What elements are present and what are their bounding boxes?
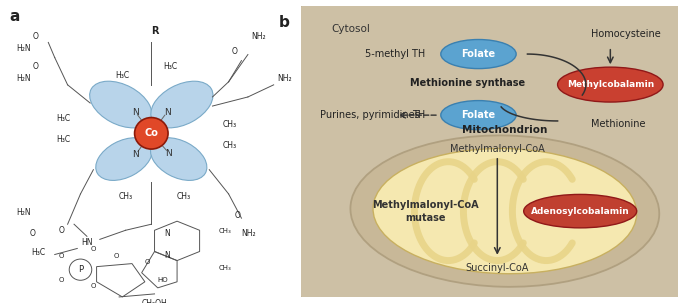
Text: N: N <box>164 108 171 117</box>
Text: O: O <box>113 252 119 258</box>
Text: Folate: Folate <box>462 110 495 120</box>
Text: N: N <box>164 229 171 238</box>
Text: H₂N: H₂N <box>16 44 31 53</box>
Text: CH₃: CH₃ <box>119 192 133 201</box>
Text: CH₃: CH₃ <box>219 228 232 234</box>
Text: N: N <box>166 148 173 158</box>
Text: N: N <box>132 108 139 117</box>
Text: P: P <box>78 265 83 274</box>
Text: H₃C: H₃C <box>32 248 46 257</box>
Ellipse shape <box>96 138 152 180</box>
Text: H₂N: H₂N <box>16 74 31 83</box>
Ellipse shape <box>151 81 213 128</box>
Text: Folate: Folate <box>462 49 495 59</box>
Text: H₃C: H₃C <box>115 71 129 80</box>
Ellipse shape <box>440 39 516 68</box>
Text: O: O <box>145 258 150 265</box>
Text: H₃C: H₃C <box>57 135 71 144</box>
Ellipse shape <box>373 148 636 274</box>
Text: O: O <box>235 211 241 220</box>
Text: N: N <box>132 150 139 159</box>
Text: b: b <box>279 15 290 30</box>
Text: O: O <box>232 47 238 56</box>
Text: Succinyl-CoA: Succinyl-CoA <box>466 263 529 273</box>
Ellipse shape <box>440 101 516 130</box>
Text: O: O <box>58 277 64 283</box>
Text: CH₂OH: CH₂OH <box>142 298 167 303</box>
Text: O: O <box>32 32 38 41</box>
Circle shape <box>69 259 92 280</box>
Text: CH₃: CH₃ <box>177 192 190 201</box>
Text: H₃C: H₃C <box>164 62 177 71</box>
Text: Purines, pyrimidines: Purines, pyrimidines <box>320 110 420 120</box>
Text: O: O <box>58 226 64 235</box>
Text: Methylmalonyl-CoA
mutase: Methylmalonyl-CoA mutase <box>373 200 479 223</box>
FancyBboxPatch shape <box>297 3 682 300</box>
Ellipse shape <box>351 135 659 287</box>
Text: CH₃: CH₃ <box>219 265 232 271</box>
Text: TH: TH <box>412 110 425 120</box>
Text: CH₃: CH₃ <box>222 141 236 150</box>
Text: HN: HN <box>82 238 92 248</box>
Text: Methylcobalamin: Methylcobalamin <box>566 80 654 89</box>
Ellipse shape <box>151 138 207 180</box>
Text: Methionine synthase: Methionine synthase <box>410 78 525 88</box>
Text: N: N <box>164 251 171 260</box>
Text: R: R <box>151 26 158 36</box>
Text: HO: HO <box>158 277 169 283</box>
Text: 5-methyl TH: 5-methyl TH <box>366 49 425 59</box>
Text: Adenosylcobalamin: Adenosylcobalamin <box>531 207 630 216</box>
Ellipse shape <box>523 195 636 228</box>
Text: H₂N: H₂N <box>16 208 31 217</box>
Circle shape <box>134 118 168 149</box>
Text: a: a <box>10 9 20 24</box>
Text: O: O <box>29 229 35 238</box>
Text: NH₂: NH₂ <box>277 74 292 83</box>
Text: Co: Co <box>145 128 158 138</box>
Text: O: O <box>90 246 96 252</box>
Ellipse shape <box>90 81 152 128</box>
Text: O: O <box>90 283 96 289</box>
Text: Homocysteine: Homocysteine <box>590 29 660 39</box>
Text: NH₂: NH₂ <box>241 229 256 238</box>
Text: O: O <box>32 62 38 71</box>
Text: Methionine: Methionine <box>590 119 645 129</box>
Text: Cytosol: Cytosol <box>332 24 371 34</box>
Ellipse shape <box>558 67 663 102</box>
Text: H₃C: H₃C <box>57 114 71 123</box>
Text: Mitochondrion: Mitochondrion <box>462 125 547 135</box>
Text: CH₃: CH₃ <box>222 120 236 129</box>
Text: Methylmalonyl-CoA: Methylmalonyl-CoA <box>450 144 545 154</box>
Text: O: O <box>58 252 64 258</box>
Text: NH₂: NH₂ <box>251 32 266 41</box>
